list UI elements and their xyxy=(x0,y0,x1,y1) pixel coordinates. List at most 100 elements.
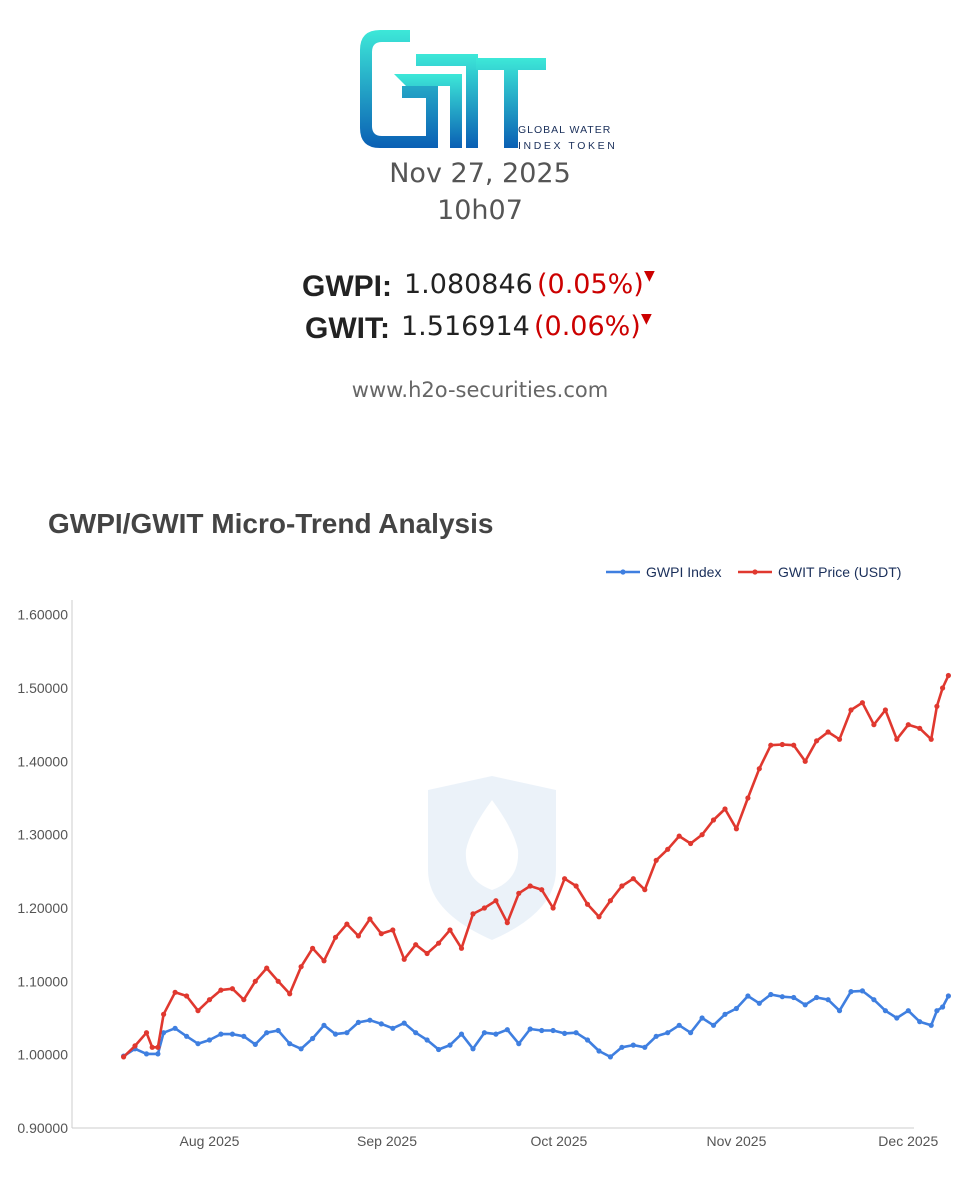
data-point xyxy=(710,817,717,823)
legend-label: GWPI Index xyxy=(646,564,721,580)
report-time: 10h07 xyxy=(437,195,523,226)
data-point xyxy=(275,978,281,984)
y-tick-label: 1.00000 xyxy=(17,1047,68,1063)
x-tick-label: Sep 2025 xyxy=(357,1133,417,1149)
y-tick-label: 1.40000 xyxy=(17,753,68,769)
data-point xyxy=(768,742,774,748)
data-point xyxy=(848,707,854,713)
data-point xyxy=(355,933,361,939)
quote-gwit: GWIT: 1.516914 (0.06%) ▼ xyxy=(0,308,960,348)
watermark-logo xyxy=(428,776,556,940)
data-point xyxy=(527,883,533,889)
data-point xyxy=(905,1008,911,1014)
data-point xyxy=(252,978,258,984)
data-point xyxy=(619,883,625,889)
website-link[interactable]: www.h2o-securities.com xyxy=(351,378,609,402)
y-tick-label: 1.30000 xyxy=(17,827,68,843)
data-point xyxy=(155,1044,161,1050)
data-point xyxy=(562,876,568,882)
y-tick-label: 1.60000 xyxy=(17,607,68,623)
data-point xyxy=(756,1000,762,1006)
data-point xyxy=(733,826,740,832)
data-point xyxy=(172,989,178,995)
y-tick-label: 0.90000 xyxy=(17,1120,68,1136)
data-point xyxy=(945,672,952,679)
data-point xyxy=(791,742,797,748)
gwit-logo xyxy=(360,30,546,148)
series-line-0 xyxy=(122,989,950,1059)
data-point xyxy=(252,1041,258,1047)
data-point xyxy=(859,988,866,994)
x-tick-label: Dec 2025 xyxy=(878,1133,938,1149)
data-point xyxy=(699,832,705,838)
data-point xyxy=(504,1027,510,1033)
quote-change: (0.06%) xyxy=(534,311,641,342)
data-point xyxy=(573,1030,579,1036)
data-point xyxy=(447,927,453,933)
data-point xyxy=(688,1030,694,1036)
data-point xyxy=(436,940,442,946)
data-point xyxy=(550,905,556,911)
data-point xyxy=(132,1043,138,1049)
quote-label: GWIT: xyxy=(305,312,390,345)
data-point xyxy=(424,1037,430,1043)
quote-change: (0.05%) xyxy=(537,269,644,300)
data-point xyxy=(195,1041,201,1047)
data-point xyxy=(206,997,213,1003)
data-point xyxy=(458,1031,465,1037)
data-point xyxy=(894,736,900,742)
quote-value: 1.516914 xyxy=(401,311,530,342)
data-point xyxy=(149,1044,155,1050)
data-point xyxy=(596,1048,602,1054)
data-point xyxy=(894,1015,900,1021)
data-point xyxy=(836,736,843,742)
data-point xyxy=(642,887,648,893)
legend-marker xyxy=(620,569,626,575)
data-point xyxy=(619,1044,625,1050)
data-point xyxy=(596,914,602,920)
x-tick-label: Aug 2025 xyxy=(179,1133,239,1149)
quote-gwpi: GWPI: 1.080846 (0.05%) ▼ xyxy=(0,266,960,306)
data-point xyxy=(172,1025,178,1031)
data-point xyxy=(905,722,911,728)
data-point xyxy=(584,1037,591,1043)
data-point xyxy=(332,934,339,940)
data-point xyxy=(481,905,487,911)
data-point xyxy=(287,1041,293,1047)
data-point xyxy=(378,1021,384,1027)
data-point xyxy=(688,840,694,847)
data-point xyxy=(710,1022,717,1028)
data-point xyxy=(264,1030,270,1036)
chart-title: GWPI/GWIT Micro-Trend Analysis xyxy=(48,508,494,539)
data-point xyxy=(779,741,785,748)
data-point xyxy=(424,950,430,957)
data-point xyxy=(630,1042,636,1048)
data-point xyxy=(321,1022,327,1028)
data-point xyxy=(871,997,877,1003)
data-point xyxy=(470,911,476,917)
x-tick-label: Nov 2025 xyxy=(706,1133,766,1149)
data-point xyxy=(934,1008,940,1014)
data-point xyxy=(161,1030,167,1036)
data-point xyxy=(298,964,304,970)
data-point xyxy=(436,1046,442,1053)
series-line-1 xyxy=(122,674,950,1058)
data-point xyxy=(882,707,889,713)
y-tick-label: 1.10000 xyxy=(17,973,68,989)
data-point xyxy=(143,1030,150,1036)
data-point xyxy=(310,1035,316,1042)
data-point xyxy=(121,1054,127,1060)
down-arrow-icon: ▼ xyxy=(644,268,655,284)
data-point xyxy=(195,1008,201,1014)
chart-legend: GWPI Index GWIT Price (USDT) xyxy=(606,564,901,580)
data-point xyxy=(940,1004,946,1010)
data-point xyxy=(155,1051,161,1057)
data-point xyxy=(539,887,545,893)
data-point xyxy=(722,806,728,812)
data-point xyxy=(493,898,499,904)
data-point xyxy=(516,1041,522,1047)
data-point xyxy=(814,738,820,744)
quote-value: 1.080846 xyxy=(404,269,533,300)
data-point xyxy=(779,994,785,1000)
data-point xyxy=(836,1008,843,1014)
